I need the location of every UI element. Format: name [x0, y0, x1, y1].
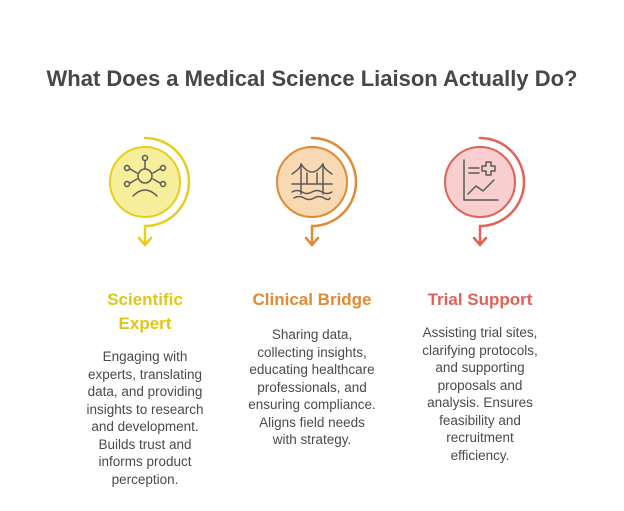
description-line: and development.	[91, 419, 199, 434]
description-line: Builds trust and	[98, 436, 192, 452]
description-line: efficiency.	[450, 447, 510, 463]
description-line: with strategy.	[272, 432, 352, 447]
bridge-icon	[291, 163, 333, 201]
description-line: Aligns field needs	[259, 414, 365, 430]
description-line: collecting insights,	[257, 344, 367, 360]
description-line: recruitment	[446, 430, 514, 445]
description-line: data, and providing	[87, 384, 203, 399]
card-heading-line: Scientific	[107, 290, 183, 309]
card-icon-ring	[55, 128, 235, 253]
card-heading-line: Expert	[118, 314, 172, 333]
description-line: Engaging with	[102, 349, 188, 364]
description-line: educating healthcare	[249, 362, 375, 377]
card-heading-line: Trial Support	[427, 290, 533, 309]
page-title: What Does a Medical Science Liaison Actu…	[46, 66, 578, 91]
description-line: professionals, and	[257, 379, 367, 395]
card-description: Engaging with experts, translating data,…	[55, 348, 235, 488]
description-line: clarifying protocols,	[422, 342, 538, 358]
description-line: proposals and	[437, 377, 523, 393]
description-line: insights to research	[86, 401, 204, 417]
card-heading: Scientific Expert	[55, 288, 235, 336]
card-clinical-bridge: Clinical Bridge Sharing data, collecting…	[222, 128, 402, 447]
card-heading: Trial Support	[390, 288, 570, 312]
card-heading: Clinical Bridge	[222, 288, 402, 312]
card-icon-ring	[390, 128, 570, 253]
card-trial-support: Trial Support Assisting trial sites, cla…	[390, 128, 570, 463]
description-line: and supporting	[435, 360, 525, 375]
card-description: Assisting trial sites, clarifying protoc…	[390, 324, 570, 464]
description-line: Assisting trial sites,	[422, 325, 538, 340]
card-heading-line: Clinical Bridge	[252, 290, 372, 309]
description-line: feasibility and	[439, 412, 521, 428]
medical-chart-icon	[463, 159, 499, 201]
card-scientific-expert: Scientific Expert Engaging with experts,…	[55, 128, 235, 487]
description-line: perception.	[111, 471, 179, 487]
description-line: analysis. Ensures	[427, 395, 533, 410]
description-line: ensuring compliance.	[248, 397, 376, 412]
description-line: Sharing data,	[271, 327, 353, 342]
card-description: Sharing data, collecting insights, educa…	[222, 326, 402, 449]
description-line: experts, translating	[87, 366, 203, 382]
card-icon-ring	[222, 128, 402, 253]
expert-person-icon	[123, 154, 167, 197]
description-line: informs product	[98, 454, 192, 469]
